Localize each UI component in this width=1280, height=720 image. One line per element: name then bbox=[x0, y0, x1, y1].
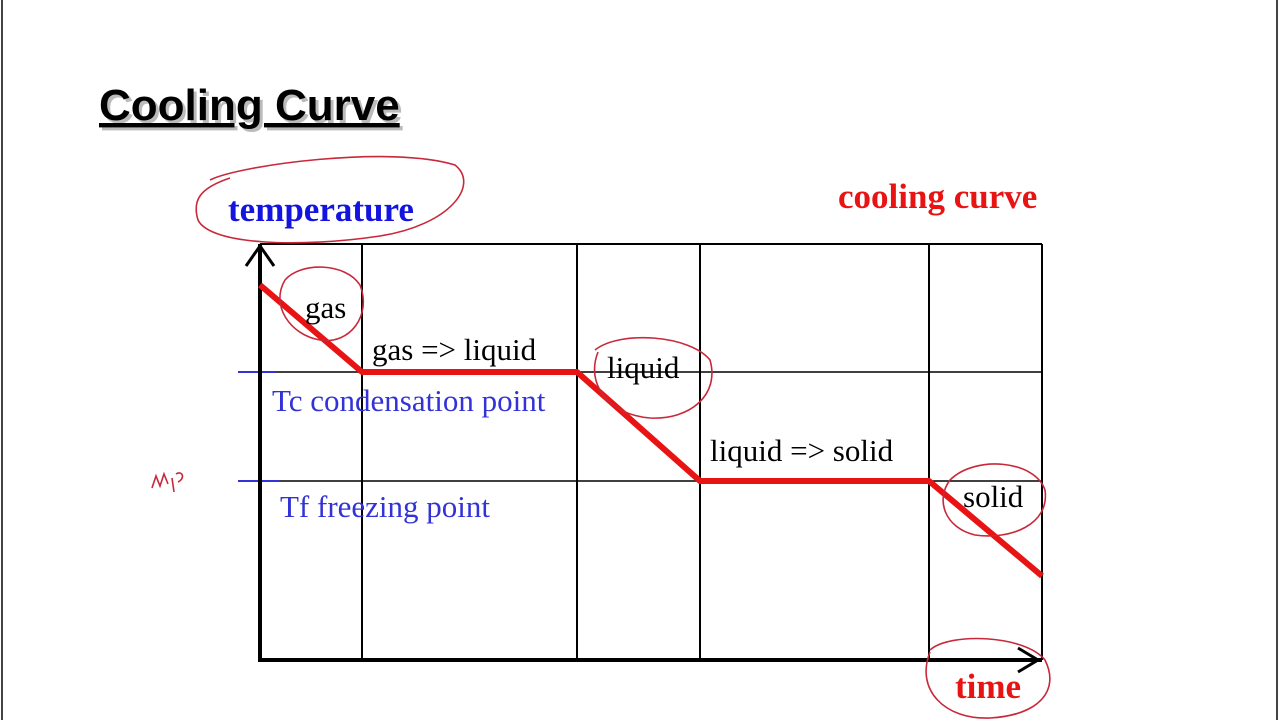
phase-label: gas => liquid bbox=[372, 332, 537, 367]
phase-label: gas bbox=[305, 290, 346, 325]
circle-annotation bbox=[279, 266, 365, 342]
scribble bbox=[151, 471, 184, 493]
x-arrow bbox=[1017, 646, 1041, 674]
cooling-curve bbox=[258, 282, 1044, 579]
y-arrow bbox=[244, 243, 276, 267]
phase-label: liquid => solid bbox=[710, 433, 894, 468]
circle-annotation bbox=[925, 637, 1051, 719]
axes bbox=[244, 243, 1042, 674]
caption: cooling curve bbox=[838, 177, 1037, 216]
slide-title: Cooling Curve bbox=[99, 81, 400, 130]
annotations bbox=[151, 155, 1051, 719]
phase-label: solid bbox=[963, 479, 1024, 514]
grid bbox=[260, 243, 1043, 660]
circle-annotation bbox=[593, 336, 713, 419]
circle-annotation bbox=[942, 463, 1047, 537]
y-axis-label: temperature bbox=[228, 190, 414, 229]
title-shadow: Cooling Curve bbox=[102, 84, 403, 133]
phase-label: liquid bbox=[607, 350, 680, 385]
reference-label: Tc condensation point bbox=[272, 383, 546, 418]
x-axis-label: time bbox=[955, 667, 1021, 706]
diagram: temperature cooling curve time gas gas =… bbox=[228, 177, 1044, 706]
reference-label: Tf freezing point bbox=[280, 489, 490, 524]
circle-annotation bbox=[195, 155, 465, 244]
